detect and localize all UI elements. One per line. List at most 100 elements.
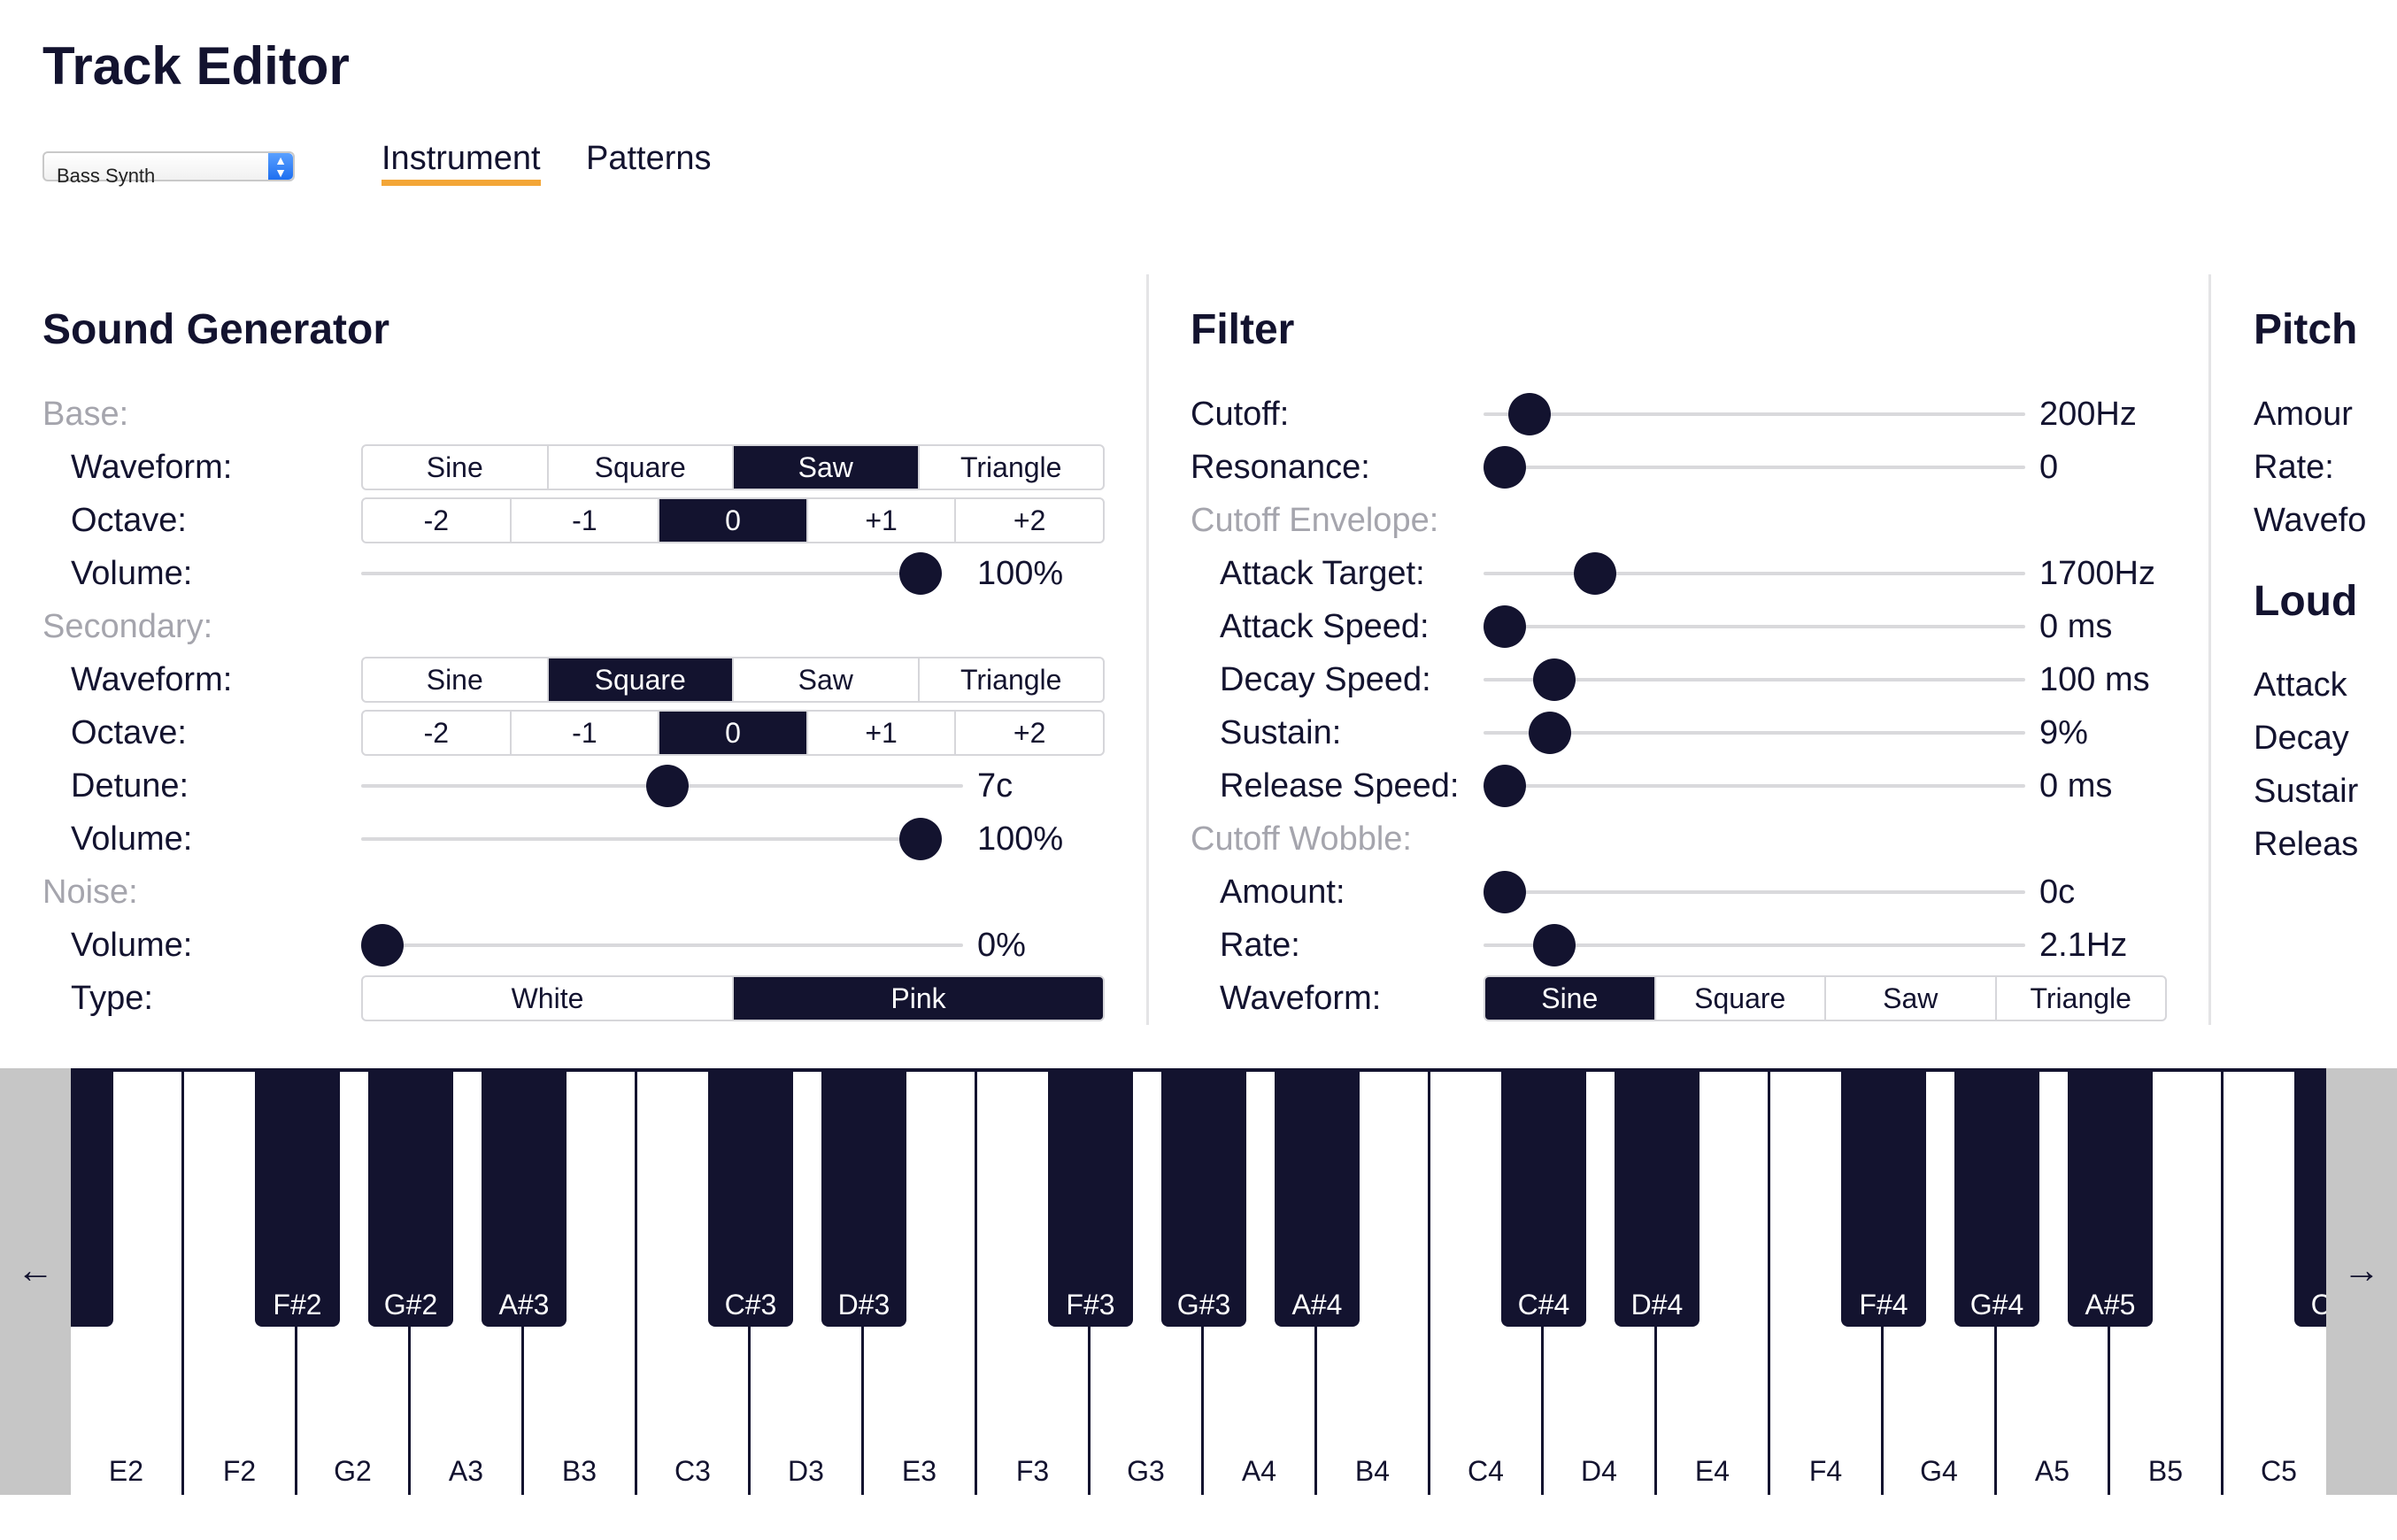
secondary-detune-label: Detune: xyxy=(71,767,189,805)
slider-thumb[interactable] xyxy=(1484,871,1526,913)
release-speed-slider[interactable] xyxy=(1484,763,2025,809)
secondary-waveform-selector-option[interactable]: Triangle xyxy=(917,658,1104,701)
white-key[interactable]: B5 xyxy=(2110,1072,2224,1495)
secondary-octave-selector-option[interactable]: -2 xyxy=(423,716,450,749)
slider-thumb[interactable] xyxy=(1484,765,1526,807)
slider-thumb[interactable] xyxy=(1533,658,1576,701)
base-octave-selector-option[interactable]: -1 xyxy=(509,499,659,542)
slider-thumb[interactable] xyxy=(899,818,942,860)
slider-track[interactable] xyxy=(1484,466,2025,469)
wobble-waveform-selector-option[interactable]: Square xyxy=(1653,977,1825,1020)
black-key[interactable]: F#2 xyxy=(255,1072,340,1327)
secondary-waveform-selector-option[interactable]: Saw xyxy=(732,658,918,701)
black-key[interactable]: F#3 xyxy=(1048,1072,1133,1327)
slider-track[interactable] xyxy=(1484,412,2025,416)
base-volume-slider[interactable] xyxy=(361,551,942,597)
cutoff-slider[interactable] xyxy=(1484,391,2025,437)
slider-thumb[interactable] xyxy=(1508,393,1552,435)
slider-track[interactable] xyxy=(1484,625,2025,628)
slider-thumb[interactable] xyxy=(1484,605,1526,648)
slider-track[interactable] xyxy=(1484,678,2025,681)
secondary-octave-selector-option[interactable]: -1 xyxy=(509,712,659,754)
black-key[interactable]: G#4 xyxy=(1954,1072,2039,1327)
arrow-left-icon[interactable]: ← xyxy=(17,1249,54,1290)
black-key[interactable] xyxy=(71,1072,113,1327)
secondary-volume-slider[interactable] xyxy=(361,816,942,862)
black-key[interactable]: C#4 xyxy=(1501,1072,1586,1327)
tab-instrument[interactable]: Instrument xyxy=(382,140,541,186)
slider-track[interactable] xyxy=(1484,731,2025,735)
slider-track[interactable] xyxy=(1484,784,2025,788)
black-key[interactable]: A#4 xyxy=(1275,1072,1360,1327)
black-key[interactable]: C#5 xyxy=(2294,1072,2326,1327)
loud-title: Loud xyxy=(2254,578,2358,625)
base-octave-selector-option[interactable]: 0 xyxy=(658,499,806,542)
noise-type-selector-option[interactable]: White xyxy=(511,982,584,1014)
secondary-octave-selector-option[interactable]: 0 xyxy=(658,712,806,754)
decay-speed-slider[interactable] xyxy=(1484,657,2025,703)
column-divider xyxy=(2208,274,2211,1025)
slider-track[interactable] xyxy=(361,572,942,575)
attack-target-slider[interactable] xyxy=(1484,551,2025,597)
slider-thumb[interactable] xyxy=(899,552,942,595)
slider-track[interactable] xyxy=(361,943,963,947)
wobble-waveform-selector-option[interactable]: Triangle xyxy=(1994,977,2166,1020)
base-waveform-selector-option[interactable]: Saw xyxy=(732,446,918,489)
base-waveform-selector-option[interactable]: Square xyxy=(546,446,733,489)
white-key-label: C4 xyxy=(1468,1455,1504,1487)
secondary-octave-selector-option[interactable]: +1 xyxy=(805,712,955,754)
white-key-label: B5 xyxy=(2147,1455,2184,1487)
noise-type-label: Type: xyxy=(71,980,153,1017)
slider-thumb[interactable] xyxy=(361,924,404,966)
white-key[interactable]: B4 xyxy=(1317,1072,1430,1495)
slider-track[interactable] xyxy=(1484,943,2025,947)
secondary-octave-selector-option[interactable]: +2 xyxy=(954,712,1103,754)
wobble-waveform-selector-option[interactable]: Saw xyxy=(1824,977,1995,1020)
slider-track[interactable] xyxy=(1484,572,2025,575)
base-octave-selector-option[interactable]: +2 xyxy=(954,499,1103,542)
wobble-waveform-label: Waveform: xyxy=(1220,980,1382,1017)
white-key[interactable]: C5 xyxy=(2224,1072,2326,1495)
black-key[interactable]: G#2 xyxy=(368,1072,453,1327)
black-key[interactable]: G#3 xyxy=(1161,1072,1246,1327)
black-key[interactable]: F#4 xyxy=(1841,1072,1926,1327)
slider-track[interactable] xyxy=(361,837,942,841)
slider-thumb[interactable] xyxy=(1528,712,1571,754)
black-key[interactable]: C#3 xyxy=(708,1072,793,1327)
secondary-waveform-selector-option[interactable]: Square xyxy=(546,658,732,701)
arrow-right-icon[interactable]: → xyxy=(2343,1249,2380,1290)
wobble-waveform-selector-option[interactable]: Sine xyxy=(1485,977,1654,1020)
sustain-slider[interactable] xyxy=(1484,710,2025,756)
base-waveform-selector-option[interactable]: Sine xyxy=(426,450,483,483)
attack-speed-slider[interactable] xyxy=(1484,604,2025,650)
tab-patterns[interactable]: Patterns xyxy=(586,140,712,177)
noise-type-selector-option[interactable]: Pink xyxy=(732,977,1103,1020)
noise-volume-slider[interactable] xyxy=(361,922,963,968)
slider-track[interactable] xyxy=(1484,890,2025,894)
track-select[interactable]: Bass Synth ▲ ▼ xyxy=(42,151,295,187)
black-key[interactable]: A#5 xyxy=(2068,1072,2153,1327)
black-key[interactable]: D#3 xyxy=(821,1072,906,1327)
base-octave-selector-option[interactable]: -2 xyxy=(423,504,450,536)
secondary-waveform-selector-option[interactable]: Sine xyxy=(426,663,483,696)
slider-thumb[interactable] xyxy=(646,765,690,807)
white-key[interactable]: E4 xyxy=(1657,1072,1770,1495)
white-key[interactable]: E3 xyxy=(864,1072,977,1495)
white-key[interactable]: E2 xyxy=(71,1072,184,1495)
page-title: Track Editor xyxy=(42,36,350,96)
white-key[interactable]: B3 xyxy=(524,1072,637,1495)
black-key[interactable]: A#3 xyxy=(482,1072,566,1327)
slider-thumb[interactable] xyxy=(1573,552,1616,595)
wobble-amount-slider[interactable] xyxy=(1484,869,2025,915)
resonance-slider[interactable] xyxy=(1484,444,2025,490)
white-key-label: E4 xyxy=(1694,1455,1730,1487)
wobble-rate-slider[interactable] xyxy=(1484,922,2025,968)
black-key[interactable]: D#4 xyxy=(1615,1072,1699,1327)
base-waveform-selector-option[interactable]: Triangle xyxy=(917,446,1104,489)
slider-thumb[interactable] xyxy=(1484,446,1526,489)
secondary-detune-slider[interactable] xyxy=(361,763,963,809)
base-octave-selector-option[interactable]: +1 xyxy=(805,499,955,542)
slider-thumb[interactable] xyxy=(1533,924,1576,966)
loud-release-label: Releas xyxy=(2254,826,2359,863)
loud-sustain-label: Sustair xyxy=(2254,773,2359,810)
